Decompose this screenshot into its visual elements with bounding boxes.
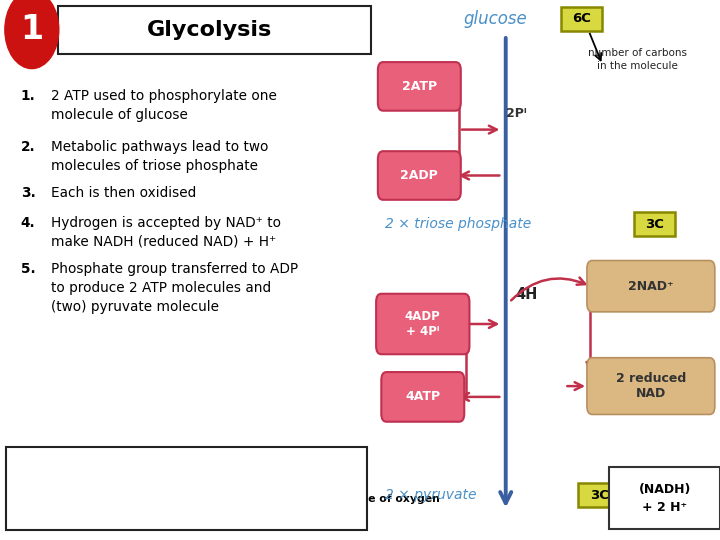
FancyBboxPatch shape xyxy=(376,294,469,354)
Text: 1: 1 xyxy=(20,13,43,46)
Text: 4ADP
+ 4Pᴵ: 4ADP + 4Pᴵ xyxy=(405,310,441,338)
Text: 1.: 1. xyxy=(21,89,35,103)
Text: 4.: 4. xyxy=(21,216,35,230)
FancyBboxPatch shape xyxy=(609,467,720,529)
Text: 2 × pyruvate: 2 × pyruvate xyxy=(384,488,476,502)
Text: Metabolic pathways lead to two
molecules of triose phosphate: Metabolic pathways lead to two molecules… xyxy=(50,140,268,173)
Text: Each is then oxidised: Each is then oxidised xyxy=(50,186,196,200)
Text: 2 × triose phosphate: 2 × triose phosphate xyxy=(384,217,531,231)
Circle shape xyxy=(5,0,59,69)
Text: 2ATP: 2ATP xyxy=(402,80,437,93)
Text: 4ATP: 4ATP xyxy=(405,390,441,403)
FancyBboxPatch shape xyxy=(378,151,461,200)
FancyBboxPatch shape xyxy=(382,372,464,422)
Text: 4H: 4H xyxy=(516,287,538,302)
FancyBboxPatch shape xyxy=(587,261,715,312)
Text: Understanding:: Understanding: xyxy=(15,455,115,465)
Text: 2 ATP used to phosphorylate one
molecule of glucose: 2 ATP used to phosphorylate one molecule… xyxy=(50,89,276,122)
Text: Glycolysis: Glycolysis xyxy=(147,20,272,40)
FancyBboxPatch shape xyxy=(58,6,371,54)
FancyBboxPatch shape xyxy=(378,62,461,111)
Text: -   Glycolysis gives a small net gain of ATP with out the use of oxygen: - Glycolysis gives a small net gain of A… xyxy=(15,494,440,504)
Text: (NADH)
+ 2 H⁺: (NADH) + 2 H⁺ xyxy=(639,483,691,514)
Text: glucose: glucose xyxy=(464,10,527,28)
Text: Phosphate group transferred to ADP
to produce 2 ATP molecules and
(two) pyruvate: Phosphate group transferred to ADP to pr… xyxy=(50,262,297,314)
Text: 2 reduced
NAD: 2 reduced NAD xyxy=(616,372,686,400)
Text: 3C: 3C xyxy=(645,218,664,231)
Text: 2.: 2. xyxy=(21,140,35,154)
Text: 2ADP: 2ADP xyxy=(400,169,438,182)
Text: 2Pᴵ: 2Pᴵ xyxy=(505,107,526,120)
FancyBboxPatch shape xyxy=(578,483,620,508)
Text: 6C: 6C xyxy=(572,12,591,25)
Text: 5.: 5. xyxy=(21,262,35,276)
FancyBboxPatch shape xyxy=(6,447,367,530)
Text: 3.: 3. xyxy=(21,186,35,200)
FancyBboxPatch shape xyxy=(634,212,675,237)
FancyBboxPatch shape xyxy=(587,358,715,415)
Text: 2NAD⁺: 2NAD⁺ xyxy=(628,280,674,293)
Text: number of carbons
in the molecule: number of carbons in the molecule xyxy=(588,48,687,71)
Text: Hydrogen is accepted by NAD⁺ to
make NADH (reduced NAD) + H⁺: Hydrogen is accepted by NAD⁺ to make NAD… xyxy=(50,216,281,249)
Text: -   In glycolysis, glucose is converted to pyruvate: - In glycolysis, glucose is converted to… xyxy=(15,471,315,481)
Text: 3C: 3C xyxy=(590,489,608,502)
FancyBboxPatch shape xyxy=(561,6,603,31)
